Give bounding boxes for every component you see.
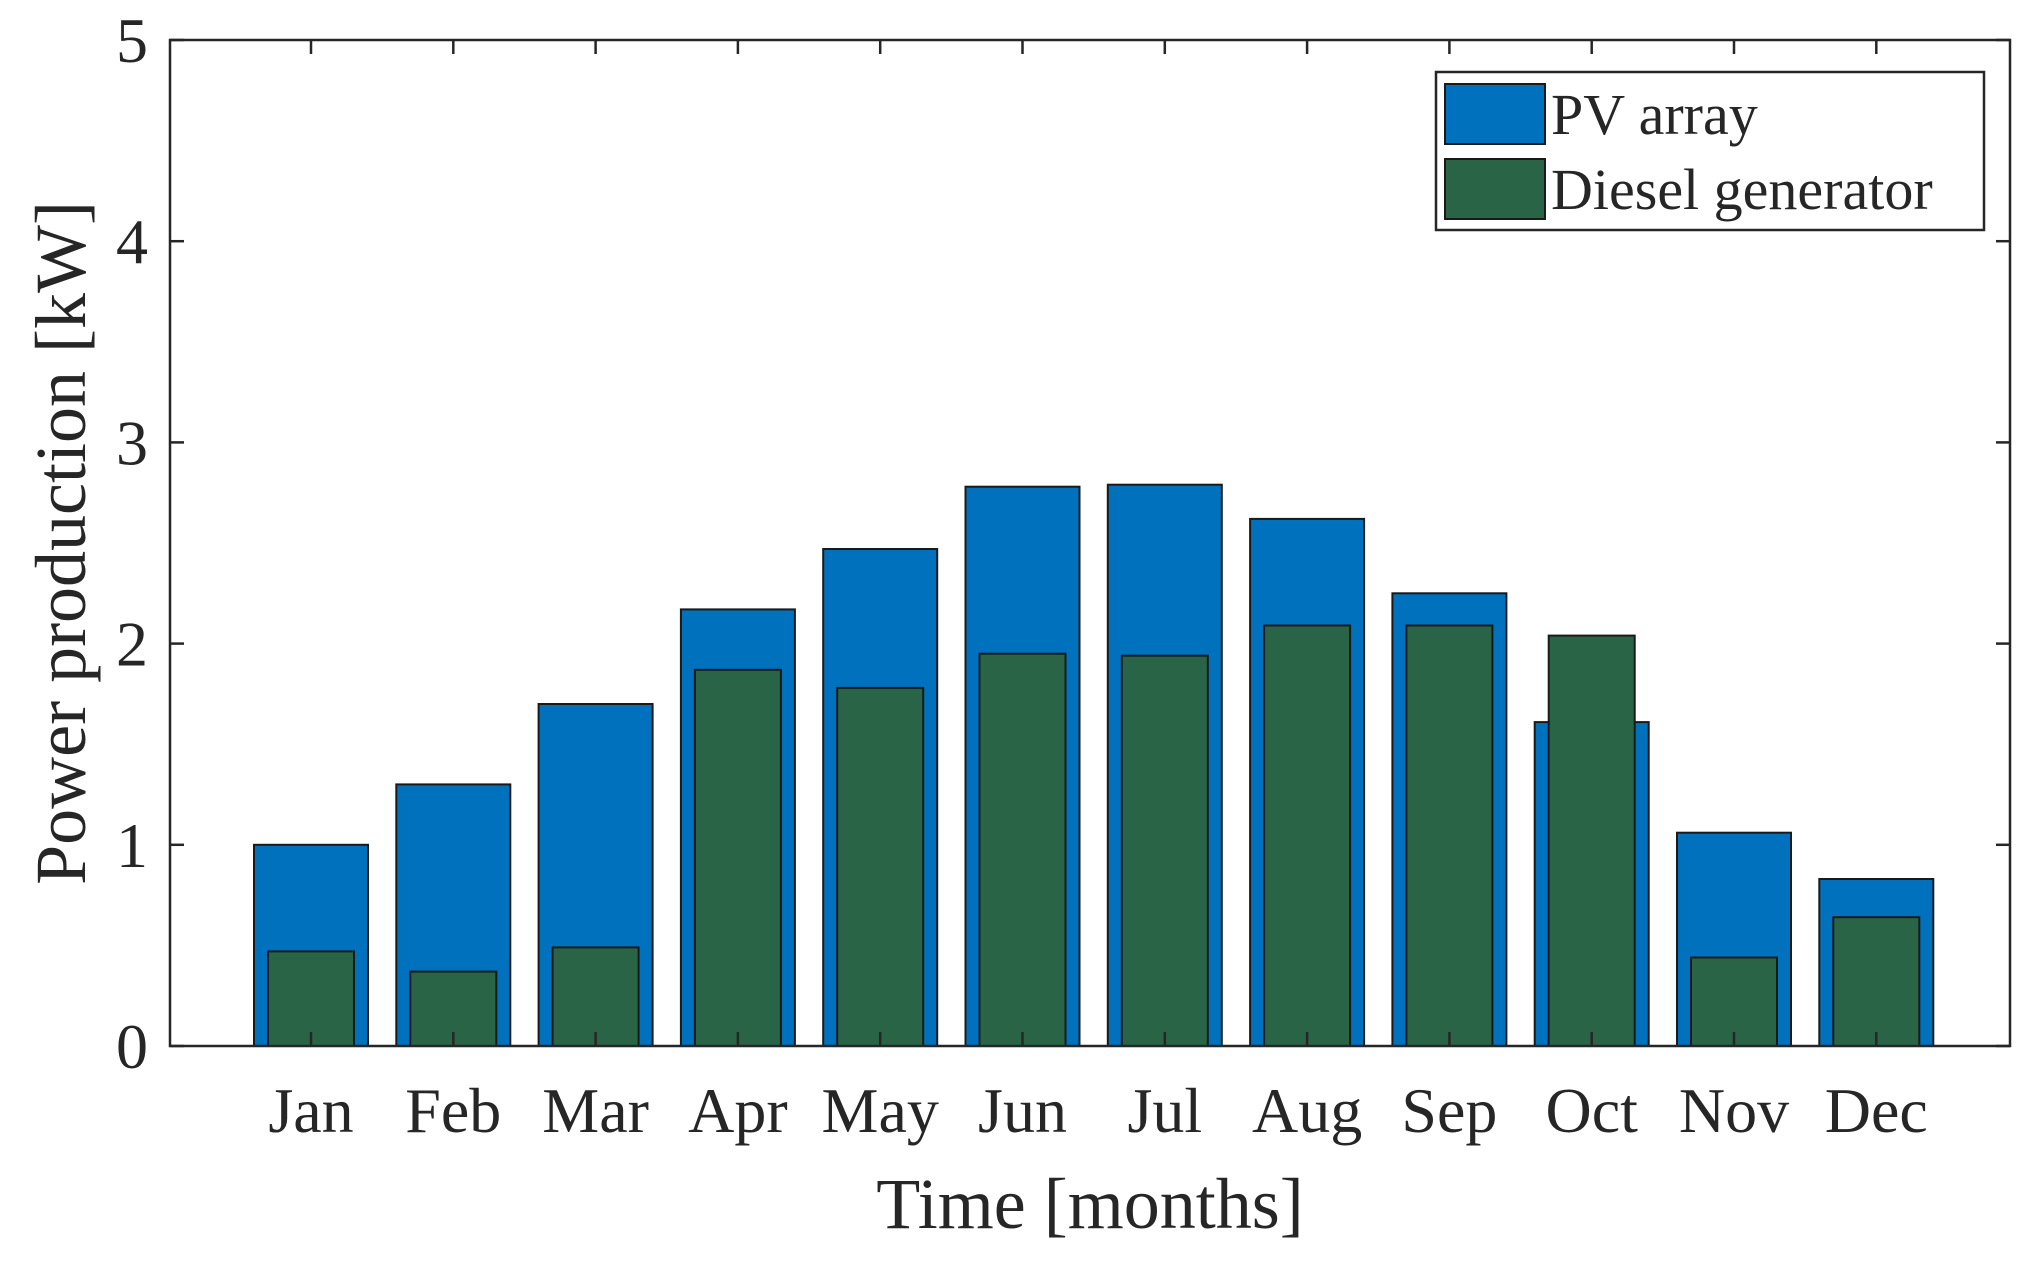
bars-layer bbox=[253, 483, 1935, 1048]
y-tick-label: 3 bbox=[116, 407, 148, 478]
bar-diesel-generator-sep bbox=[1405, 624, 1494, 1047]
legend: PV array Diesel generator bbox=[1434, 70, 1986, 232]
x-tick-label-jul: Jul bbox=[1127, 1075, 1202, 1146]
legend-label-pv-array: PV array bbox=[1551, 82, 1758, 147]
y-tick-label: 2 bbox=[116, 609, 148, 680]
x-tick-label-apr: Apr bbox=[688, 1075, 788, 1146]
y-tick-label: 5 bbox=[116, 5, 148, 76]
x-tick-label-dec: Dec bbox=[1825, 1075, 1928, 1146]
ticks-layer: 0 1 2 3 4 5 Jan Feb Mar Apr May Jun Jul Aug Sep Oct Nov D… bbox=[116, 5, 2010, 1146]
y-tick-label: 1 bbox=[116, 810, 148, 881]
y-axis-label: Power production [kW] bbox=[21, 201, 101, 885]
legend-label-diesel-generator: Diesel generator bbox=[1551, 157, 1933, 222]
x-axis-label: Time [months] bbox=[876, 1164, 1303, 1244]
bar-diesel-generator-jun bbox=[978, 652, 1067, 1047]
x-tick-label-oct: Oct bbox=[1545, 1075, 1638, 1146]
x-tick-label-jan: Jan bbox=[268, 1075, 353, 1146]
x-tick-label-jun: Jun bbox=[978, 1075, 1067, 1146]
y-tick-label: 0 bbox=[116, 1011, 148, 1082]
x-tick-label-feb: Feb bbox=[405, 1075, 501, 1146]
y-tick-label: 4 bbox=[116, 206, 148, 277]
x-tick-label-sep: Sep bbox=[1401, 1075, 1497, 1146]
bar-diesel-generator-jan bbox=[267, 950, 355, 1048]
x-tick-label-nov: Nov bbox=[1679, 1075, 1789, 1146]
bar-diesel-generator-apr bbox=[693, 668, 782, 1047]
bar-diesel-generator-nov bbox=[1690, 956, 1778, 1047]
plot-area-frame bbox=[168, 38, 2012, 1048]
bar-diesel-generator-oct bbox=[1547, 634, 1636, 1047]
x-tick-label-aug: Aug bbox=[1252, 1075, 1362, 1146]
bar-diesel-generator-mar bbox=[551, 946, 640, 1048]
bar-diesel-generator-dec bbox=[1832, 916, 1921, 1048]
legend-swatch-diesel-generator bbox=[1444, 158, 1546, 220]
bar-diesel-generator-may bbox=[836, 686, 925, 1048]
legend-swatch-pv-array bbox=[1444, 83, 1546, 145]
bar-diesel-generator-jul bbox=[1120, 654, 1209, 1047]
x-tick-label-may: May bbox=[822, 1075, 939, 1146]
bar-diesel-generator-aug bbox=[1263, 624, 1352, 1047]
x-tick-label-mar: Mar bbox=[542, 1075, 649, 1146]
